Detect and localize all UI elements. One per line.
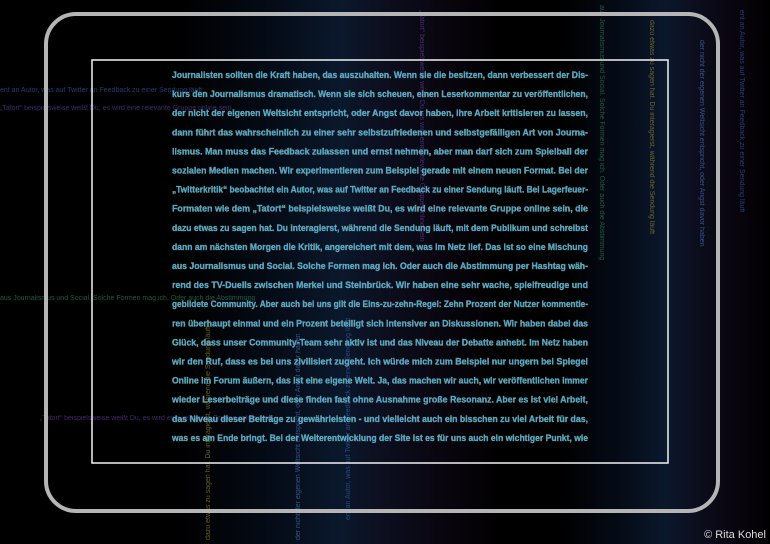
- background-fragment: ent an Autor, was auf Twitter an Feedbac…: [345, 318, 352, 520]
- inner-frame: [91, 59, 669, 464]
- background-fragment: der nicht der eigenen Weltsicht entspric…: [698, 40, 705, 247]
- background-fragment: aus Journalismus und Social. Solche Form…: [0, 295, 255, 302]
- paragraph-line: was es am Ende bringt. Bei der Weiterent…: [171, 433, 588, 444]
- paragraph-line: dann führt das wahrscheinlich zu einer s…: [172, 127, 588, 138]
- background-fragment: aus Journalismus und Social. Solche Form…: [598, 5, 605, 260]
- paragraph-line: ren überhaupt einmal und ein Prozent bet…: [172, 318, 588, 329]
- color-haze: [560, 0, 770, 544]
- outer-frame: [44, 12, 720, 513]
- credit: © Rita Kohel: [704, 529, 766, 541]
- background-fragment: „Tatort“ beispielsweise weißt Du, es wir…: [0, 105, 232, 112]
- background-fragment: „Tatort“ beispielsweise weißt Du, es wir…: [418, 10, 425, 242]
- background-fragment: dazu etwas zu sagen hat. Du interagierst…: [648, 20, 655, 234]
- color-haze: [180, 0, 500, 544]
- background-fragment: „Tatort“ beispielsweise weißt Du, es wir…: [40, 415, 272, 422]
- paragraph-line: Glück, dass unser Community-Team sehr ak…: [172, 337, 588, 348]
- background-fragment: der nicht der eigenen Weltsicht entspric…: [295, 333, 302, 540]
- paragraph-line: aus Journalismus und Social. Solche Form…: [172, 261, 588, 272]
- paragraph-line: Formaten wie dem „Tatort“ beispielsweise…: [172, 204, 588, 215]
- paragraph-line: das Niveau dieser Beiträge zu gewährleis…: [172, 414, 588, 425]
- paragraph-line: lismus. Man muss das Feedback zulassen u…: [172, 146, 588, 157]
- paragraph-line: kurs den Journalismus dramatisch. Wenn s…: [172, 89, 588, 100]
- paragraph-line: sozialen Medien machen. Wir experimentie…: [172, 166, 588, 177]
- background-fragment: ent an Autor, was auf Twitter an Feedbac…: [738, 10, 745, 212]
- paragraph-line: rend des TV-Duells zwischen Merkel und S…: [172, 280, 588, 291]
- background-fragment: ent an Autor, was auf Twitter an Feedbac…: [0, 87, 202, 94]
- background-fragment: dazu etwas zu sagen hat. Du interagierst…: [205, 326, 212, 540]
- paragraph-line: gebildete Community. Aber auch bei uns g…: [172, 299, 588, 310]
- paragraph-line: wieder Leserbeiträge und diese finden fa…: [171, 395, 588, 406]
- paragraph-line: dazu etwas zu sagen hat. Du interagierst…: [172, 223, 589, 234]
- paragraph-line: dann am nächsten Morgen die Kritik, ange…: [172, 242, 588, 253]
- paragraph-line: Journalisten sollten die Kraft haben, da…: [172, 70, 588, 81]
- paragraph-line: der nicht der eigenen Weltsicht entspric…: [172, 108, 588, 119]
- paragraph-line: „Twitterkritik“ beobachtet ein Autor, wa…: [172, 185, 588, 196]
- paragraph: Journalisten sollten die Kraft haben, da…: [171, 70, 589, 444]
- paragraph-line: wir den Ruf, dass es bei uns zivilisiert…: [171, 357, 588, 368]
- paragraph-line: Online im Forum äußern, das ist eine eig…: [172, 376, 588, 387]
- background-text: ent an Autor, was auf Twitter an Feedbac…: [0, 5, 745, 540]
